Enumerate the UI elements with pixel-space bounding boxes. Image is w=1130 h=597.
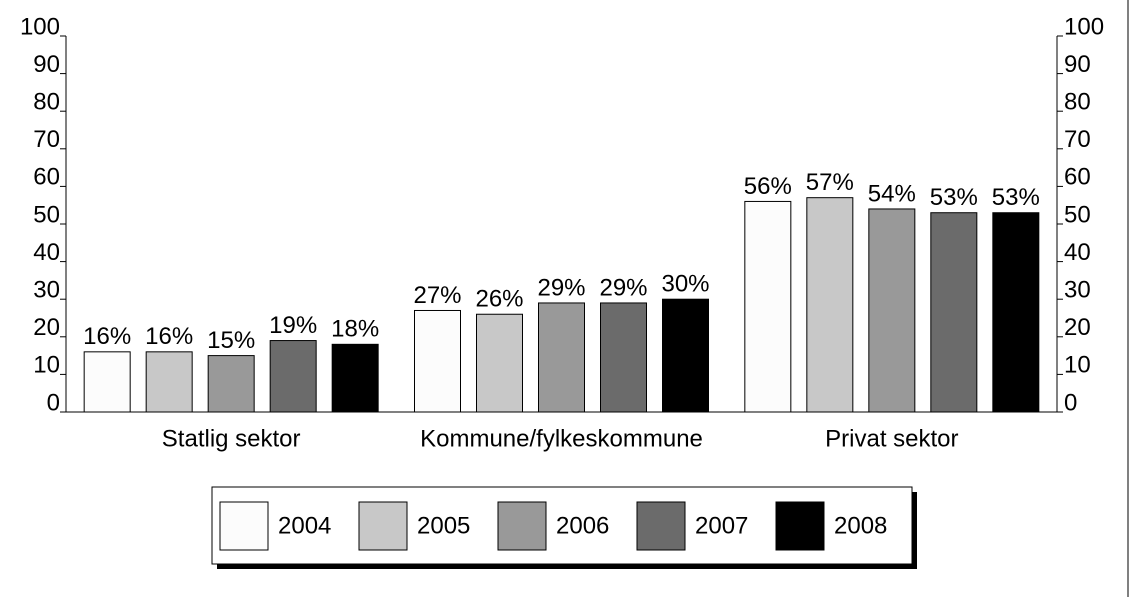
bar <box>414 309 461 413</box>
legend-swatch <box>775 501 825 551</box>
y2-tick-label: 70 <box>1064 126 1091 153</box>
bar <box>83 351 131 413</box>
y-tick-label: 100 <box>20 13 60 40</box>
value-label: 30% <box>661 271 709 298</box>
bar <box>600 302 647 413</box>
value-label: 54% <box>868 180 916 207</box>
legend-label: 2004 <box>278 512 331 539</box>
y-tick-label: 30 <box>33 277 60 304</box>
y-tick-label: 0 <box>47 389 60 416</box>
legend-swatch <box>497 501 547 551</box>
x-tick-label: Kommune/fylkeskommune <box>420 425 703 452</box>
value-label: 53% <box>930 184 978 211</box>
value-label: 29% <box>537 274 585 301</box>
value-label: 56% <box>744 173 792 200</box>
y-tick-label: 60 <box>33 164 60 191</box>
y2-tick-label: 100 <box>1064 13 1104 40</box>
legend-label: 2007 <box>695 512 748 539</box>
y2-tick-label: 0 <box>1064 389 1077 416</box>
value-label: 26% <box>475 286 523 313</box>
bar <box>207 355 255 413</box>
bar <box>269 340 317 413</box>
bar <box>538 302 585 413</box>
x-tick-label: Statlig sektor <box>162 425 301 452</box>
y2-tick-label: 90 <box>1064 51 1091 78</box>
bar <box>992 212 1040 413</box>
value-label: 16% <box>83 323 131 350</box>
y2-tick-label: 60 <box>1064 164 1091 191</box>
legend-swatch <box>358 501 408 551</box>
bar <box>145 351 193 413</box>
y2-tick-label: 10 <box>1064 352 1091 379</box>
bar <box>662 298 709 413</box>
y-tick-label: 90 <box>33 51 60 78</box>
y-tick-label: 70 <box>33 126 60 153</box>
value-label: 18% <box>331 316 379 343</box>
y2-tick-label: 30 <box>1064 277 1091 304</box>
y2-tick-label: 50 <box>1064 201 1091 228</box>
value-label: 16% <box>145 323 193 350</box>
bar <box>744 200 792 413</box>
value-label: 29% <box>599 274 647 301</box>
x-tick-label: Privat sektor <box>825 425 958 452</box>
value-label: 27% <box>413 282 461 309</box>
bar <box>806 197 854 413</box>
y-tick-label: 80 <box>33 89 60 116</box>
y-tick-label: 20 <box>33 314 60 341</box>
y2-tick-label: 40 <box>1064 239 1091 266</box>
bar <box>476 313 523 413</box>
legend-label: 2005 <box>417 512 470 539</box>
y2-tick-label: 20 <box>1064 314 1091 341</box>
legend-label: 2008 <box>834 512 887 539</box>
y-tick-label: 50 <box>33 201 60 228</box>
bar <box>930 212 978 413</box>
y-tick-label: 40 <box>33 239 60 266</box>
bar <box>331 343 379 413</box>
y2-tick-label: 80 <box>1064 89 1091 116</box>
value-label: 15% <box>207 327 255 354</box>
legend-swatch <box>636 501 686 551</box>
value-label: 57% <box>806 169 854 196</box>
legend-label: 2006 <box>556 512 609 539</box>
value-label: 19% <box>269 312 317 339</box>
legend-swatch <box>219 501 269 551</box>
bar <box>868 208 916 413</box>
y-tick-label: 10 <box>33 352 60 379</box>
value-label: 53% <box>992 184 1040 211</box>
